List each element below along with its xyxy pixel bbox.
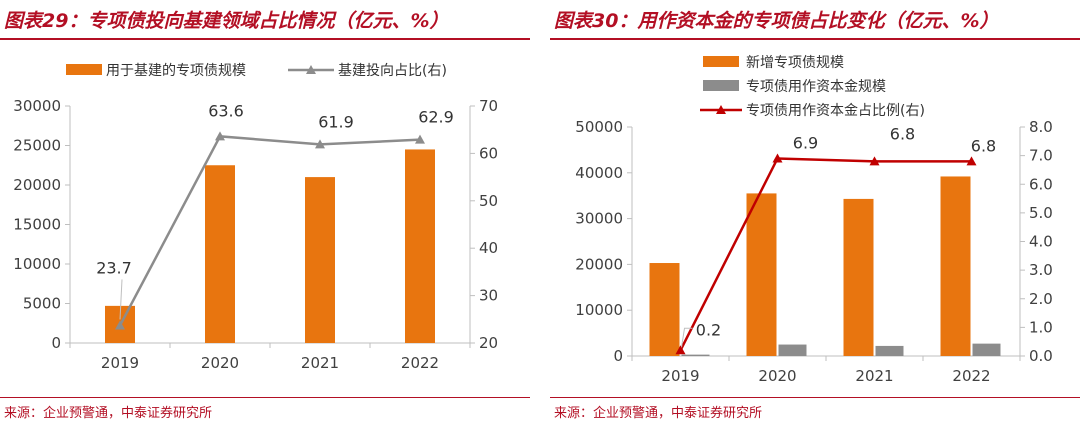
data-label: 62.9 (418, 108, 454, 127)
y-left-tick-label: 40000 (575, 164, 623, 182)
chart-title: 图表29：专项债投向基建领域占比情况（亿元、%） (4, 10, 449, 32)
bar-专项债用作资本金规模 (875, 345, 904, 356)
bar-新增专项债规模 (649, 263, 680, 356)
y-left-tick-label: 30000 (575, 210, 623, 228)
y-right-tick-label: 60 (479, 144, 498, 162)
bar-专项债用作资本金规模 (681, 354, 710, 356)
y-left-tick-label: 25000 (13, 137, 61, 155)
line-point-marker (772, 153, 783, 163)
bar-新增专项债规模 (843, 198, 874, 356)
data-label: 6.8 (971, 136, 996, 155)
bar-新增专项债规模 (940, 176, 971, 356)
y-left-tick-label: 0 (51, 334, 61, 352)
y-right-tick-label: 3.0 (1029, 261, 1053, 279)
x-tick-label: 2021 (301, 354, 339, 372)
y-right-tick-label: 8.0 (1029, 118, 1053, 136)
y-left-tick-label: 10000 (575, 301, 623, 319)
y-right-tick-label: 5.0 (1029, 204, 1053, 222)
y-left-tick-label: 30000 (13, 97, 61, 115)
chart-panel-30: 图表30：用作资本金的专项债占比变化（亿元、%） 0 10000 20000 3000… (550, 0, 1080, 425)
x-tick-label: 2019 (101, 354, 139, 372)
line-point-marker (315, 139, 325, 149)
line-专项债用作资本金占比例(右) (679, 157, 972, 351)
line-point-marker (115, 320, 125, 330)
line-point-marker (869, 156, 880, 166)
legend-swatch-bar (66, 64, 102, 75)
legend-swatch-bar (703, 80, 739, 91)
data-label: 0.2 (696, 320, 721, 339)
y-right-tick-label: 4.0 (1029, 233, 1053, 251)
y-left-tick-label: 5000 (23, 295, 61, 313)
legend-swatch-marker (306, 65, 316, 74)
chart-29: 0 5000 10000 15000 20000 25000 30000 20 30 40 50 60… (13, 62, 498, 372)
data-label: 23.7 (96, 258, 132, 277)
y-right-tick-label: 1.0 (1029, 318, 1053, 336)
x-tick-label: 2022 (401, 354, 439, 372)
legend-label: 新增专项债规模 (746, 55, 844, 71)
y-right-tick-label: 7.0 (1029, 147, 1053, 165)
source-rule (0, 397, 530, 398)
chart-title: 图表30：用作资本金的专项债占比变化（亿元、%） (554, 10, 999, 32)
bar-用于基建的专项债规模 (305, 177, 335, 343)
legend-swatch-bar (703, 56, 739, 67)
y-left-tick-label: 15000 (13, 216, 61, 234)
data-label: 6.9 (793, 133, 818, 152)
title-rule (0, 38, 530, 40)
y-right-tick-label: 50 (479, 192, 498, 210)
bar-新增专项债规模 (746, 193, 777, 356)
chart-30: 0 10000 20000 30000 40000 50000 0.0 1.0 2.0 3.0 4.… (575, 55, 1053, 385)
data-label: 63.6 (208, 101, 244, 120)
data-label-leader (681, 327, 693, 348)
y-left-tick-label: 20000 (575, 255, 623, 273)
chart-source: 来源：企业预警通，中泰证券研究所 (554, 406, 763, 421)
y-right-tick-label: 0.0 (1029, 347, 1053, 365)
y-right-tick-label: 40 (479, 239, 498, 257)
chart-source: 来源：企业预警通，中泰证券研究所 (4, 406, 213, 421)
y-left-tick-label: 10000 (13, 255, 61, 273)
y-left-tick-label: 50000 (575, 118, 623, 136)
data-label: 61.9 (318, 112, 354, 131)
title-rule (550, 38, 1080, 40)
y-right-tick-label: 6.0 (1029, 175, 1053, 193)
data-label-leader (119, 279, 123, 320)
line-point-marker (966, 156, 977, 166)
legend-label: 专项债用作资本金规模 (746, 79, 886, 95)
source-rule (550, 397, 1080, 398)
x-tick-label: 2022 (952, 367, 990, 385)
y-right-tick-label: 2.0 (1029, 290, 1053, 308)
x-tick-label: 2021 (855, 367, 893, 385)
y-left-tick-label: 0 (613, 347, 623, 365)
legend-label: 用于基建的专项债规模 (106, 62, 246, 79)
y-right-tick-label: 70 (479, 97, 498, 115)
line-基建投向占比(右) (118, 135, 421, 327)
legend-swatch-marker (716, 105, 726, 114)
x-tick-label: 2020 (201, 354, 239, 372)
legend-label: 专项债用作资本金占比例(右) (746, 103, 925, 119)
chart-panel-29: 图表29：专项债投向基建领域占比情况（亿元、%） 0 5000 10000 15000… (0, 0, 530, 425)
legend-label: 基建投向占比(右) (338, 62, 447, 79)
bar-用于基建的专项债规模 (205, 165, 235, 343)
x-tick-label: 2019 (661, 367, 699, 385)
bar-专项债用作资本金规模 (778, 344, 807, 356)
y-left-tick-label: 20000 (13, 176, 61, 194)
y-right-tick-label: 30 (479, 287, 498, 305)
y-right-tick-label: 20 (479, 334, 498, 352)
line-point-marker (415, 134, 425, 144)
line-point-marker (215, 131, 225, 141)
bar-专项债用作资本金规模 (972, 343, 1001, 356)
line-point-marker (675, 345, 686, 355)
bar-用于基建的专项债规模 (405, 149, 435, 343)
data-label: 6.8 (890, 124, 915, 143)
x-tick-label: 2020 (758, 367, 796, 385)
